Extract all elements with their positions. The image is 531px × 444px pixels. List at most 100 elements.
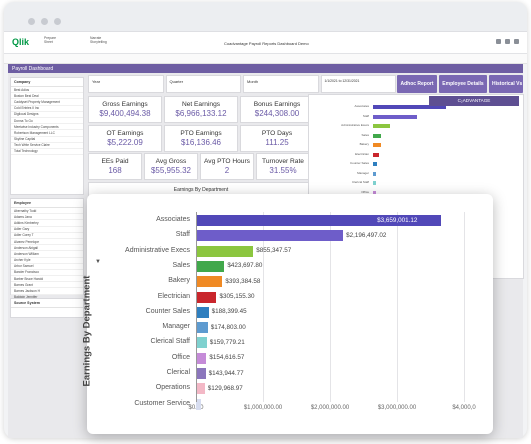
kpi-card[interactable]: OT Earnings $5,222.09 [88,125,162,152]
employee-item[interactable]: Barber Bruce Harold [11,276,83,283]
date-range-filter[interactable]: 1/1/2021 to 12/31/2021 [320,75,396,93]
bg-bar[interactable] [373,190,377,195]
settings-icon[interactable] [505,39,510,44]
company-item[interactable]: Donna To Go [11,118,83,125]
category-label: Counter Sales [145,307,190,315]
kpi-value: $6,966,133.12 [175,109,227,118]
month-filter[interactable]: Month [243,75,319,93]
quarter-filter[interactable]: Quarter [165,75,241,93]
company-item[interactable]: Boston Best Deal [11,93,83,100]
company-item[interactable]: Total Technology [11,149,83,156]
company-item[interactable]: Tech Write Service Claire [11,143,83,149]
kpi-card[interactable]: Gross Earnings $9,400,494.38 [88,96,162,123]
category-label: Clerical Staff [150,338,190,346]
bar[interactable] [196,276,223,288]
kpi-card[interactable]: Turnover Rate 31.55% [256,153,310,180]
menu-icon[interactable] [514,39,519,44]
bg-bar[interactable] [373,124,391,128]
bg-bar[interactable] [373,133,382,138]
bar[interactable] [196,398,202,410]
kpi-card[interactable]: Bonus Earnings $244,308.00 [240,96,314,123]
tab-narrate-bottom: Storytelling [90,40,107,45]
company-item[interactable]: Skyline Capital [11,137,83,143]
kpi-card[interactable]: PTO Earnings $16,136.46 [164,125,238,152]
employee-item[interactable]: Anderson William [11,251,83,258]
bar[interactable] [196,260,225,272]
company-item[interactable]: Cold Entries II Inc [11,106,83,112]
bar[interactable] [196,352,207,364]
x-tick-label: $1,000,000.00 [243,405,283,411]
kpi-label: Net Earnings [181,101,221,108]
adhoc-report-button[interactable]: Adhoc Report [397,75,437,93]
data-label: $188,399.45 [211,308,247,316]
bar[interactable] [196,368,206,379]
employee-item[interactable]: Adler Gary [11,227,83,233]
chevron-down-icon[interactable]: ▼ [95,259,101,265]
employee-item[interactable]: Arbor Samuel [11,264,83,270]
window-dot-icon[interactable] [54,18,61,25]
bg-bar[interactable] [373,181,377,185]
kpi-value: $244,308.00 [254,109,300,118]
kpi-card[interactable]: Net Earnings $6,966,133.12 [164,96,238,123]
bg-bar[interactable] [373,171,377,176]
kpi-label: Bonus Earnings [253,101,301,108]
company-item[interactable]: Best Adios [11,87,83,94]
bar[interactable] [196,383,205,395]
bg-bar[interactable] [373,162,377,166]
tab-narrate[interactable]: Narrate Storytelling [90,36,107,45]
bar[interactable] [196,322,208,334]
bg-bar[interactable] [373,152,380,157]
qlik-logo[interactable]: Qlik [12,37,29,47]
employee-item[interactable]: Barnes Jackson H [11,288,83,295]
bar[interactable] [196,245,254,257]
data-label: $159,779.21 [209,338,245,346]
kpi-value: $9,400,494.38 [99,109,151,118]
kpi-card[interactable]: PTO Days 111.25 [240,125,314,152]
bar[interactable] [196,291,217,303]
employee-item[interactable]: Barnes Grant [11,282,83,289]
bg-bar[interactable] [373,143,381,147]
bar[interactable] [196,230,344,242]
employee-item[interactable]: Alvarez Penelope [11,239,83,246]
year-filter[interactable]: Year [88,75,164,93]
employee-item[interactable]: Anderson Abigail [11,245,83,252]
bookmark-icon[interactable] [496,39,501,44]
bg-category-label: Electrician [355,151,369,156]
employee-item[interactable]: Bander Francisco [11,270,83,277]
bg-bar[interactable] [373,114,417,119]
gridline [397,212,398,402]
company-item[interactable]: Digilocal Designs [11,112,83,118]
kpi-label: Gross Earnings [102,101,148,108]
employee-listbox[interactable]: Employee Abernathy Todd Adams Jana Adkins … [10,198,84,314]
employee-details-button[interactable]: Employee Details [439,75,487,93]
kpi-card[interactable]: Avg Gross $55,955.32 [144,153,198,180]
bar[interactable] [196,337,207,349]
bar[interactable] [196,215,442,226]
bg-bar[interactable] [373,105,447,109]
kpi-value: $16,136.46 [180,138,222,147]
bar[interactable] [196,306,209,318]
header-actions [496,39,519,44]
source-listbox[interactable]: Source System [10,298,84,318]
employee-item[interactable]: Abernathy Todd [11,208,83,215]
company-item[interactable]: Robertson Management LLC [11,130,83,137]
data-label: $855,347.57 [256,247,292,255]
employee-item[interactable]: Adkins Kimberley [11,220,83,227]
x-tick-label: $4,000,0 [452,405,476,411]
historical-button[interactable]: Historical Vs [489,75,523,93]
kpi-card[interactable]: Avg PTO Hours 2 [200,153,254,180]
employee-item[interactable]: Adams Jana [11,214,83,221]
company-item[interactable]: Caddyset Property Management [11,99,83,106]
data-label: $129,968.97 [207,384,243,392]
kpi-card[interactable]: EEs Paid 168 [88,153,142,180]
window-dot-icon[interactable] [41,18,48,25]
qlik-logo-text: Qlik [12,37,30,47]
employee-item[interactable]: Adler Corey T [11,233,83,239]
chart-axis-line [196,212,197,402]
company-item[interactable]: Meetwise Industry Components [11,124,83,131]
company-listbox[interactable]: Company Best Adios Boston Best Deal Caddys… [10,77,84,195]
employee-item[interactable]: Archer Kyle [11,258,83,264]
window-dot-icon[interactable] [28,18,35,25]
data-label: $423,697.80 [227,262,263,270]
tab-prepare[interactable]: Prepare Sheet [44,36,56,45]
